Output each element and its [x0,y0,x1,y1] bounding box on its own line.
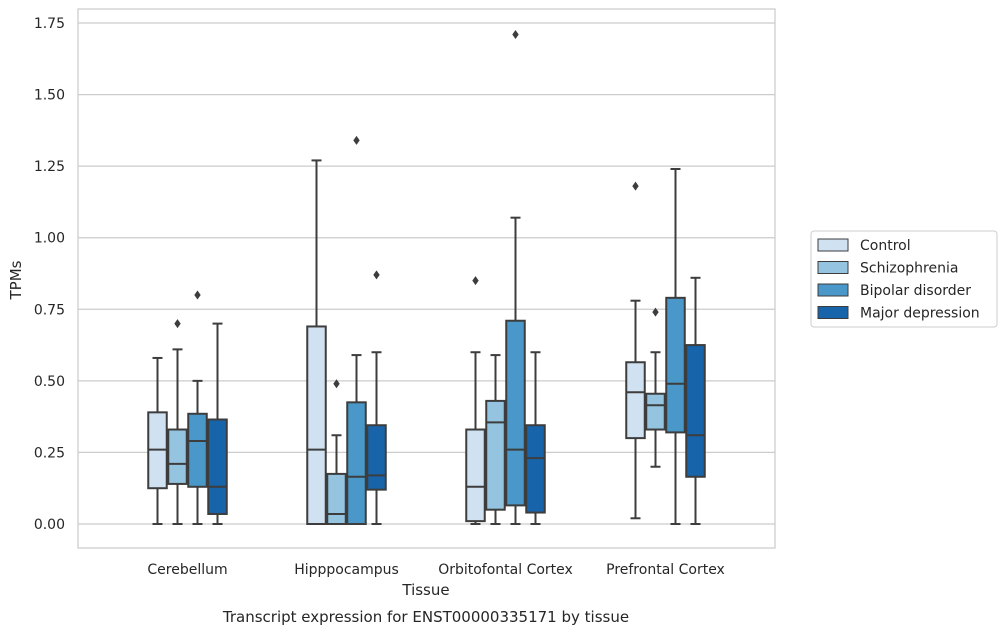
y-tick-label: 0.50 [34,374,65,390]
box-iqr [505,319,526,507]
legend-label: Control [860,238,911,254]
y-tick-label: 0.75 [34,302,65,318]
box-iqr [306,325,327,525]
legend-frame [810,230,998,328]
x-tick-label: Prefrontal Cortex [606,562,725,578]
outlier-point [652,307,659,317]
outlier-point [194,290,201,300]
y-tick-label: 0.25 [34,445,65,461]
box-group [625,181,646,520]
x-axis-title: Tissue [401,581,449,599]
box-iqr [485,399,506,511]
box-group [167,319,188,525]
box-group [485,354,506,525]
legend-swatch [817,261,849,274]
box-iqr [167,428,188,485]
x-tick-labels: Cerebellum Hipppocampus Orbitofontal Corte… [147,562,724,578]
y-tick-label: 1.25 [34,159,65,175]
box-iqr [366,424,387,491]
box-group [645,307,666,468]
plot-area-frame [77,8,776,549]
outlier-point [472,276,479,286]
box-iqr [525,424,546,514]
x-tick-label: Orbitofontal Cortex [438,562,573,578]
y-tick-label: 1.00 [34,231,65,247]
box-plots [147,29,706,526]
box-iqr [346,401,367,526]
box-iqr [685,344,706,478]
box-iqr [326,472,347,525]
y-axis-title: TPMs [7,260,25,300]
box-group [685,276,706,525]
y-tick-label: 0.00 [34,517,65,533]
box-iqr [187,412,208,488]
x-tick-label: Cerebellum [147,562,227,578]
box-group [147,356,168,525]
chart-caption: Transcript expression for ENST0000033517… [222,608,629,626]
box-iqr [665,296,686,434]
box-group [505,29,526,525]
legend-swatch [817,306,849,319]
y-tick-label: 1.50 [34,88,65,104]
outlier-point [174,319,181,329]
legend-label: Schizophrenia [860,261,958,277]
box-group [525,351,546,525]
y-tick-labels: 0.00 0.25 0.50 0.75 1.00 1.25 1.50 1.75 [34,16,65,533]
box-iqr [465,428,486,523]
legend-label: Bipolar disorder [860,283,971,299]
legend-swatch [817,238,849,252]
y-tick-label: 1.75 [34,16,65,32]
legend-label: Major depression [860,306,980,322]
legend-swatch [817,283,849,297]
box-group [346,135,367,526]
box-group [306,159,327,525]
box-group [326,379,347,525]
box-group [465,276,486,525]
box-group [665,168,686,525]
box-iqr [645,392,666,431]
x-tick-label: Hipppocampus [294,562,399,578]
outlier-point [632,181,639,191]
box-iqr [625,361,646,440]
box-iqr [207,418,228,515]
outlier-point [353,135,360,145]
box-group [187,290,208,525]
box-group [207,322,228,525]
outlier-point [333,379,340,389]
legend: Control Schizophrenia Bipolar disorder Majo… [810,230,998,328]
outlier-point [373,270,380,280]
outlier-point [512,29,519,39]
box-group [366,270,387,525]
